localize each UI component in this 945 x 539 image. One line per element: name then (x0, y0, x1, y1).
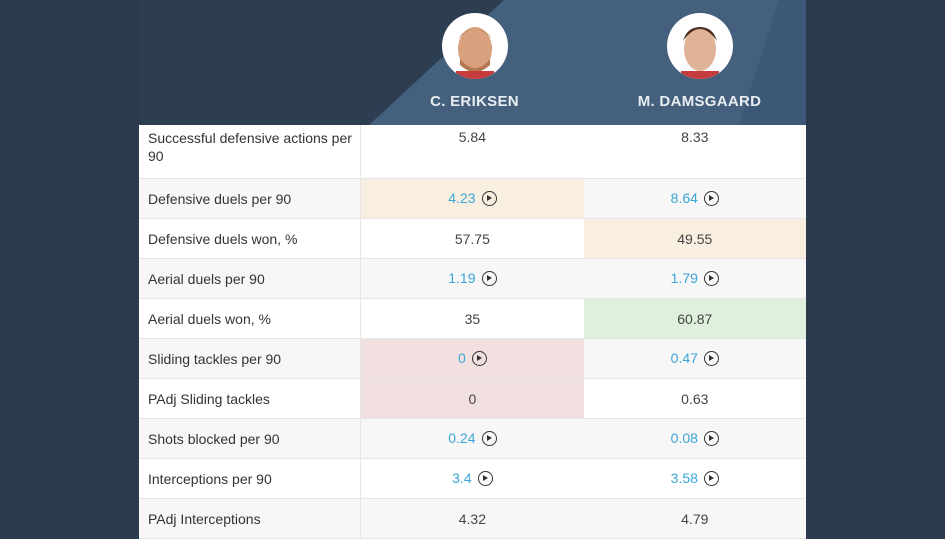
table-row: Interceptions per 90 3.4 3.58 (139, 458, 806, 499)
stat-label: PAdj Sliding tackles (139, 378, 362, 419)
stat-value: 49.55 (677, 230, 713, 247)
player-2-value-cell: 8.33 (583, 125, 806, 179)
player-1-value-cell: 4.32 (360, 498, 584, 539)
player-2[interactable]: M. DAMSGAARD (587, 0, 806, 110)
stats-table: Successful defensive actions per 90 5.84 8… (139, 125, 806, 539)
table-row: PAdj Sliding tackles 0 0.63 (139, 378, 806, 419)
player-2-value-cell[interactable]: 8.64 (583, 178, 806, 219)
player-2-value-cell[interactable]: 3.58 (583, 458, 806, 499)
player-1-value-cell[interactable]: 0.24 (360, 418, 584, 459)
stat-value[interactable]: 4.23 (448, 190, 476, 207)
stat-label: Shots blocked per 90 (139, 418, 362, 459)
stat-label: Defensive duels won, % (139, 218, 362, 259)
comparison-panel: C. ERIKSEN M. DAMSGAARD Successful defen… (139, 0, 806, 539)
play-video-icon[interactable] (703, 350, 719, 366)
player-2-value-cell[interactable]: 0.08 (583, 418, 806, 459)
players-header: C. ERIKSEN M. DAMSGAARD (139, 0, 806, 125)
stat-label: Defensive duels per 90 (139, 178, 362, 219)
stat-value: 5.84 (458, 129, 486, 145)
stat-label: Successful defensive actions per 90 (139, 125, 362, 179)
player-1-avatar (441, 13, 508, 79)
stat-value[interactable]: 1.79 (670, 270, 698, 287)
player-1-value-cell: 0 (360, 378, 584, 419)
player-1-value-cell[interactable]: 3.4 (360, 458, 584, 499)
stat-value: 35 (464, 310, 481, 327)
stat-label: Interceptions per 90 (139, 458, 362, 499)
stat-value[interactable]: 0.24 (448, 430, 476, 447)
player-2-value-cell: 4.79 (583, 498, 806, 539)
table-row: Aerial duels won, % 35 60.87 (139, 298, 806, 339)
play-video-icon[interactable] (481, 190, 497, 206)
table-row: Defensive duels per 90 4.23 8.64 (139, 178, 806, 219)
player-2-avatar (666, 13, 733, 79)
player-2-value-cell: 60.87 (583, 298, 806, 339)
stat-value: 4.32 (458, 510, 486, 527)
stat-value[interactable]: 0 (457, 350, 466, 367)
table-row: Shots blocked per 90 0.24 0.08 (139, 418, 806, 459)
play-video-icon[interactable] (703, 270, 719, 286)
player-2-value-cell: 49.55 (583, 218, 806, 259)
stat-label: Sliding tackles per 90 (139, 338, 362, 379)
play-video-icon[interactable] (477, 470, 493, 486)
stat-value: 8.33 (681, 129, 709, 145)
player-2-value-cell: 0.63 (583, 378, 806, 419)
player-2-value-cell[interactable]: 0.47 (583, 338, 806, 379)
player-1-name: C. ERIKSEN (430, 93, 519, 110)
stat-label: Aerial duels per 90 (139, 258, 362, 299)
table-row: Sliding tackles per 90 0 0.47 (139, 338, 806, 379)
table-row: PAdj Interceptions 4.32 4.79 (139, 498, 806, 539)
player-1-value-cell[interactable]: 0 (360, 338, 584, 379)
stat-value[interactable]: 3.4 (452, 470, 472, 487)
stat-value[interactable]: 0.47 (670, 350, 698, 367)
stat-value[interactable]: 8.64 (670, 190, 698, 207)
player-1-value-cell: 57.75 (360, 218, 584, 259)
stat-value[interactable]: 1.19 (448, 270, 476, 287)
play-video-icon[interactable] (703, 190, 719, 206)
play-video-icon[interactable] (481, 270, 497, 286)
stat-value: 57.75 (454, 230, 490, 247)
stat-value[interactable]: 0.08 (670, 430, 698, 447)
play-video-icon[interactable] (703, 470, 719, 486)
player-2-name: M. DAMSGAARD (637, 93, 762, 110)
player-1-value-cell[interactable]: 1.19 (360, 258, 584, 299)
stat-value: 0.63 (681, 390, 709, 407)
player-1-value-cell[interactable]: 4.23 (360, 178, 584, 219)
player-1-value-cell: 5.84 (360, 125, 584, 179)
play-video-icon[interactable] (481, 430, 497, 446)
player-1[interactable]: C. ERIKSEN (362, 0, 587, 110)
stat-label: Aerial duels won, % (139, 298, 362, 339)
stat-value: 4.79 (681, 510, 709, 527)
table-row: Successful defensive actions per 90 5.84 8… (139, 125, 806, 179)
stat-label: PAdj Interceptions (139, 498, 362, 539)
player-2-value-cell[interactable]: 1.79 (583, 258, 806, 299)
table-row: Aerial duels per 90 1.19 1.79 (139, 258, 806, 299)
player-1-value-cell: 35 (360, 298, 584, 339)
stat-value: 0 (468, 390, 477, 407)
stat-value: 60.87 (677, 310, 713, 327)
table-row: Defensive duels won, % 57.75 49.55 (139, 218, 806, 259)
play-video-icon[interactable] (703, 430, 719, 446)
stat-value[interactable]: 3.58 (670, 470, 698, 487)
play-video-icon[interactable] (471, 350, 487, 366)
